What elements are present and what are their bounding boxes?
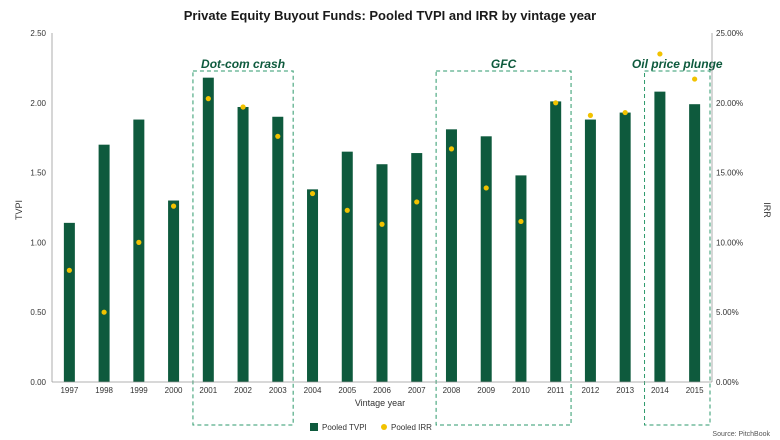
- y-tick-label: 1.00: [30, 238, 46, 247]
- y2-tick-label: 25.00%: [716, 29, 743, 38]
- x-tick-label: 1997: [60, 386, 78, 395]
- x-tick-label: 2007: [408, 386, 426, 395]
- x-tick-label: 2012: [582, 386, 600, 395]
- irr-point: [379, 221, 385, 227]
- tvpi-bar: [307, 189, 319, 382]
- x-tick-label: 2006: [373, 386, 391, 395]
- tvpi-bar: [63, 222, 75, 382]
- x-tick-label: 2004: [304, 386, 322, 395]
- annotations: Dot-com crash GFC Oil price plunge: [192, 57, 723, 426]
- tvpi-bar: [98, 144, 110, 382]
- tvpi-bar: [411, 153, 423, 382]
- irr-point: [275, 133, 281, 139]
- y2-tick-label: 10.00%: [716, 238, 743, 247]
- y-axis-label: TVPI: [14, 200, 24, 220]
- chart-title: Private Equity Buyout Funds: Pooled TVPI…: [184, 8, 596, 23]
- x-tick-label: 2010: [512, 386, 530, 395]
- tvpi-bar: [341, 151, 353, 382]
- legend-swatch-irr: [381, 424, 387, 430]
- irr-point: [170, 203, 177, 209]
- irr-point: [205, 96, 211, 102]
- left-axis: 0.00 0.50 1.00 1.50 2.00 2.50: [30, 29, 53, 387]
- tvpi-bars: [63, 77, 701, 383]
- y-tick-label: 1.50: [30, 169, 46, 178]
- x-tick-label: 2003: [269, 386, 287, 395]
- irr-point: [309, 190, 316, 197]
- tvpi-bar: [202, 77, 214, 382]
- irr-point: [414, 199, 420, 205]
- tvpi-bar: [168, 200, 180, 382]
- legend-label-tvpi: Pooled TVPI: [322, 423, 367, 432]
- x-tick-label: 2000: [165, 386, 183, 395]
- tvpi-bar: [376, 164, 388, 382]
- x-tick-label: 2014: [651, 386, 669, 395]
- irr-point: [553, 100, 559, 106]
- x-tick-label: 2002: [234, 386, 252, 395]
- legend-swatch-tvpi: [310, 423, 318, 431]
- tvpi-bar: [689, 104, 701, 383]
- irr-point: [657, 51, 663, 57]
- irr-point: [483, 185, 489, 191]
- tvpi-bar: [550, 101, 562, 383]
- irr-point: [622, 109, 628, 116]
- x-tick-label: 2015: [686, 386, 704, 395]
- x-tick-label: 2009: [477, 386, 495, 395]
- annotation-box: [435, 70, 572, 426]
- annotation-box: [192, 70, 294, 426]
- tvpi-bar: [619, 112, 631, 383]
- tvpi-bar: [133, 119, 145, 382]
- annotation-label: Oil price plunge: [632, 57, 723, 71]
- x-tick-label: 2011: [547, 386, 565, 395]
- source-note: Source: PitchBook: [712, 431, 770, 438]
- y-tick-label: 2.50: [30, 29, 46, 38]
- tvpi-bar: [445, 129, 457, 382]
- y2-tick-label: 0.00%: [716, 378, 739, 387]
- x-tick-label: 2008: [443, 386, 461, 395]
- irr-point: [344, 207, 350, 213]
- x-tick-label: 1999: [130, 386, 148, 395]
- irr-point: [66, 267, 72, 273]
- annotation-box: [644, 70, 711, 426]
- y2-axis-label: IRR: [762, 202, 772, 218]
- irr-point: [101, 309, 107, 315]
- irr-points: [66, 51, 698, 315]
- right-axis: 0.00% 5.00% 10.00% 15.00% 20.00% 25.00%: [711, 29, 743, 387]
- y2-tick-label: 5.00%: [716, 308, 739, 317]
- tvpi-bar: [584, 119, 596, 382]
- legend: Pooled TVPI Pooled IRR: [310, 423, 432, 432]
- x-tick-label: 2013: [616, 386, 634, 395]
- irr-point: [692, 76, 698, 82]
- x-tick-label: 1998: [95, 386, 113, 395]
- irr-point: [587, 112, 594, 118]
- y-tick-label: 0.50: [30, 308, 46, 317]
- irr-point: [136, 239, 142, 245]
- y-tick-label: 0.00: [30, 378, 46, 387]
- legend-label-irr: Pooled IRR: [391, 423, 432, 432]
- annotation-label: Dot-com crash: [201, 57, 285, 71]
- y-tick-label: 2.00: [30, 99, 46, 108]
- tvpi-bar: [515, 175, 527, 382]
- irr-point: [240, 104, 246, 110]
- tvpi-bar: [237, 106, 249, 382]
- y2-tick-label: 15.00%: [716, 169, 743, 178]
- y2-tick-label: 20.00%: [716, 99, 743, 108]
- irr-point: [518, 218, 524, 225]
- tvpi-bar: [654, 91, 666, 383]
- x-tick-label: 2005: [338, 386, 356, 395]
- irr-point: [448, 146, 455, 152]
- tvpi-bar: [480, 136, 492, 382]
- tvpi-bar: [272, 116, 284, 382]
- annotation-label: GFC: [491, 57, 517, 71]
- x-axis: 1997 1998 1999 2000 2001 2002 2003 2004 2005 2006…: [52, 381, 712, 395]
- x-axis-label: Vintage year: [355, 398, 405, 408]
- x-tick-label: 2001: [199, 386, 217, 395]
